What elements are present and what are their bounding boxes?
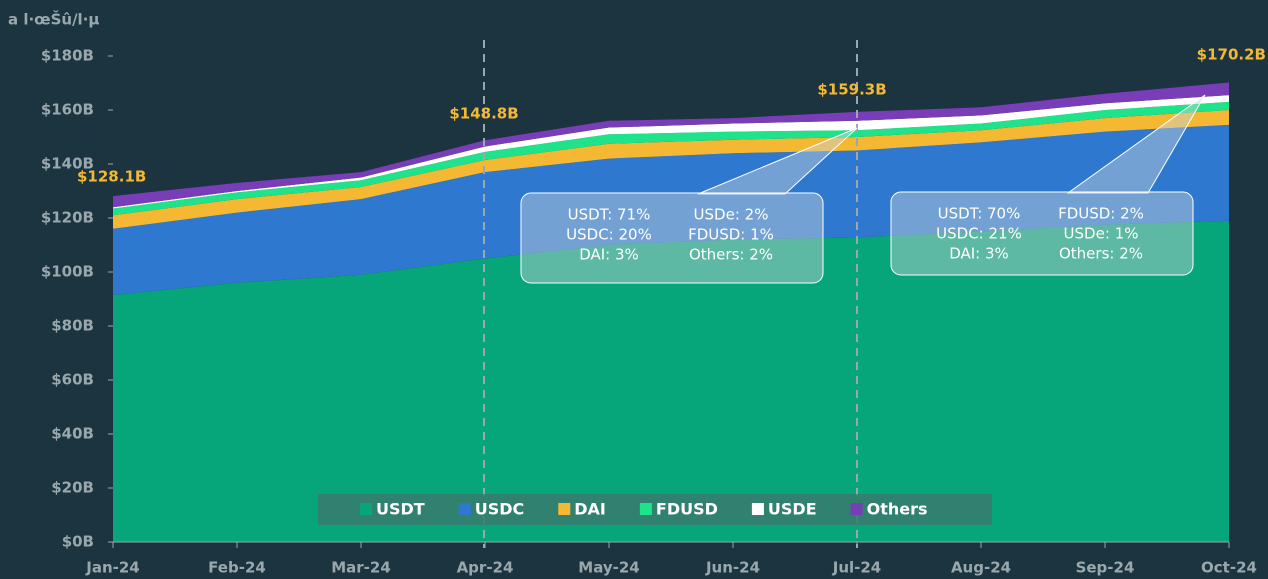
callout-pointer (697, 127, 858, 195)
legend-box (318, 494, 992, 525)
callout-text: USDT: 70% (938, 205, 1021, 223)
total-label: $148.8B (449, 105, 518, 123)
legend-label: USDT (376, 500, 425, 519)
legend-swatch (558, 503, 571, 515)
callout-text: Others: 2% (689, 246, 773, 264)
x-tick-label: Jun-24 (705, 559, 760, 577)
x-tick-label: Feb-24 (208, 559, 266, 577)
callout-text: DAI: 3% (579, 246, 639, 264)
y-tick-label: $180B (41, 47, 94, 65)
legend-label: DAI (574, 500, 606, 519)
callout-text: FDUSD: 2% (1058, 205, 1144, 223)
callout-pointer (1066, 94, 1206, 194)
y-tick-label: $20B (51, 479, 94, 497)
legend-swatch (850, 503, 863, 515)
legend-swatch (751, 503, 764, 515)
legend-label: USDE (768, 500, 817, 519)
x-tick-label: Jan-24 (85, 559, 139, 577)
x-tick-label: May-24 (578, 559, 639, 577)
legend-swatch (360, 503, 372, 515)
callout-text: USDC: 21% (936, 225, 1022, 243)
callout-text: USDe: 1% (1064, 225, 1139, 243)
callout-text: FDUSD: 1% (688, 226, 774, 244)
y-axis-label: a l·œŠû/l·µ (8, 10, 99, 29)
callout-box (890, 191, 1194, 276)
legend-label: Others (867, 500, 928, 519)
y-tick-label: $160B (41, 101, 94, 119)
y-tick-label: $60B (51, 371, 94, 389)
legend-label: USDC (475, 500, 525, 519)
area (113, 220, 1229, 542)
callout-text: USDT: 71% (568, 206, 651, 224)
area (113, 124, 1229, 295)
x-tick-label: Mar-24 (331, 559, 391, 577)
total-label: $128.1B (77, 168, 146, 186)
legend-swatch (458, 503, 471, 515)
callout-text: Others: 2% (1059, 245, 1143, 263)
area (113, 82, 1229, 208)
x-tick-label: Apr-24 (457, 559, 514, 577)
area (113, 110, 1229, 229)
total-label: $159.3B (817, 81, 886, 99)
y-tick-label: $80B (51, 317, 94, 335)
area (113, 101, 1229, 216)
y-tick-label: $40B (51, 425, 94, 443)
legend-swatch (639, 503, 652, 515)
x-tick-label: Sep-24 (1076, 559, 1135, 577)
y-tick-label: $100B (41, 263, 94, 281)
y-tick-label: $120B (41, 209, 94, 227)
callout-text: USDe: 2% (694, 206, 769, 224)
callout-box (520, 192, 824, 284)
x-tick-label: Oct-24 (1201, 559, 1257, 577)
legend-label: FDUSD (656, 500, 718, 519)
callout-text: USDC: 20% (566, 226, 652, 244)
x-tick-label: Jul-24 (832, 559, 882, 577)
total-label: $170.2B (1197, 46, 1266, 64)
y-tick-label: $0B (62, 533, 94, 551)
x-tick-label: Aug-24 (951, 559, 1011, 577)
y-tick-label: $140B (41, 155, 94, 173)
area (113, 95, 1229, 209)
callout-text: DAI: 3% (949, 245, 1009, 263)
